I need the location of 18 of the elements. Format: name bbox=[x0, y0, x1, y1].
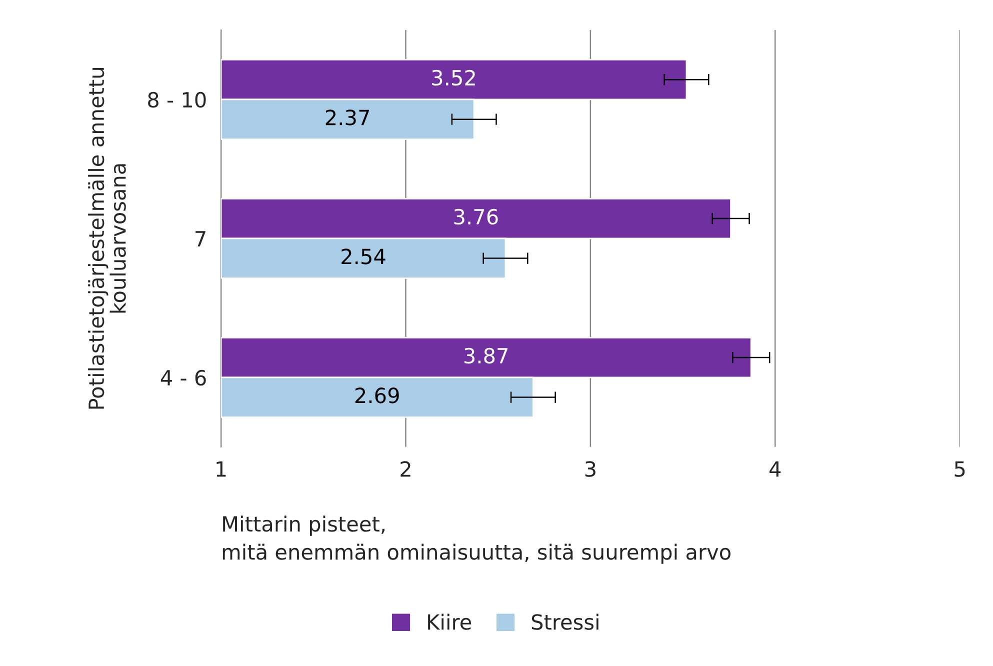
x-axis-title: Mittarin pisteet, mitä enemmän ominaisuutta, sitä suurempi arvo bbox=[222, 516, 730, 564]
x-tick-label: 4 bbox=[770, 461, 781, 477]
x-tick-label: 2 bbox=[400, 461, 410, 477]
x-tick-label: 5 bbox=[954, 461, 965, 477]
legend-label: Kiire bbox=[428, 614, 472, 630]
x-tick-label: 3 bbox=[585, 461, 596, 477]
data-label: 3.76 bbox=[454, 208, 498, 225]
y-tick-label: 7 bbox=[196, 231, 206, 246]
data-label: 3.52 bbox=[432, 70, 475, 86]
data-label: 3.87 bbox=[464, 348, 508, 364]
data-label: 2.37 bbox=[326, 110, 369, 126]
data-label: 2.69 bbox=[355, 388, 399, 404]
data-label: 2.54 bbox=[342, 248, 386, 264]
y-axis-title: Potilastietojärjestelmälle annettu kouluarvosana bbox=[88, 68, 126, 409]
y-tick-label: 4 - 6 bbox=[160, 370, 206, 386]
y-tick-label: 8 - 10 bbox=[148, 92, 206, 108]
x-tick-label: 1 bbox=[216, 461, 226, 477]
legend-label: Stressi bbox=[532, 614, 598, 630]
